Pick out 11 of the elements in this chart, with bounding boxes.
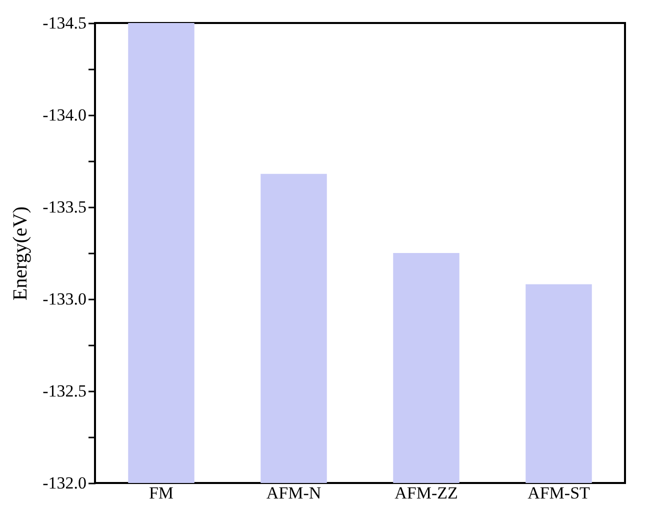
x-tick-label: AFM-ZZ (394, 484, 458, 502)
y-tick-label: -134.0 (42, 106, 86, 124)
y-tick-label: -134.5 (42, 14, 86, 32)
x-tick-label: AFM-ST (528, 484, 591, 502)
y-axis-title: Energy(eV) (10, 206, 32, 301)
y-tick-label: -133.0 (42, 290, 86, 308)
x-tick-label: AFM-N (266, 484, 322, 502)
y-tick-label: -132.0 (42, 474, 86, 492)
x-tick-label: FM (148, 484, 174, 502)
y-tick-label: -133.5 (42, 198, 86, 216)
y-tick-label: -132.5 (42, 382, 86, 400)
